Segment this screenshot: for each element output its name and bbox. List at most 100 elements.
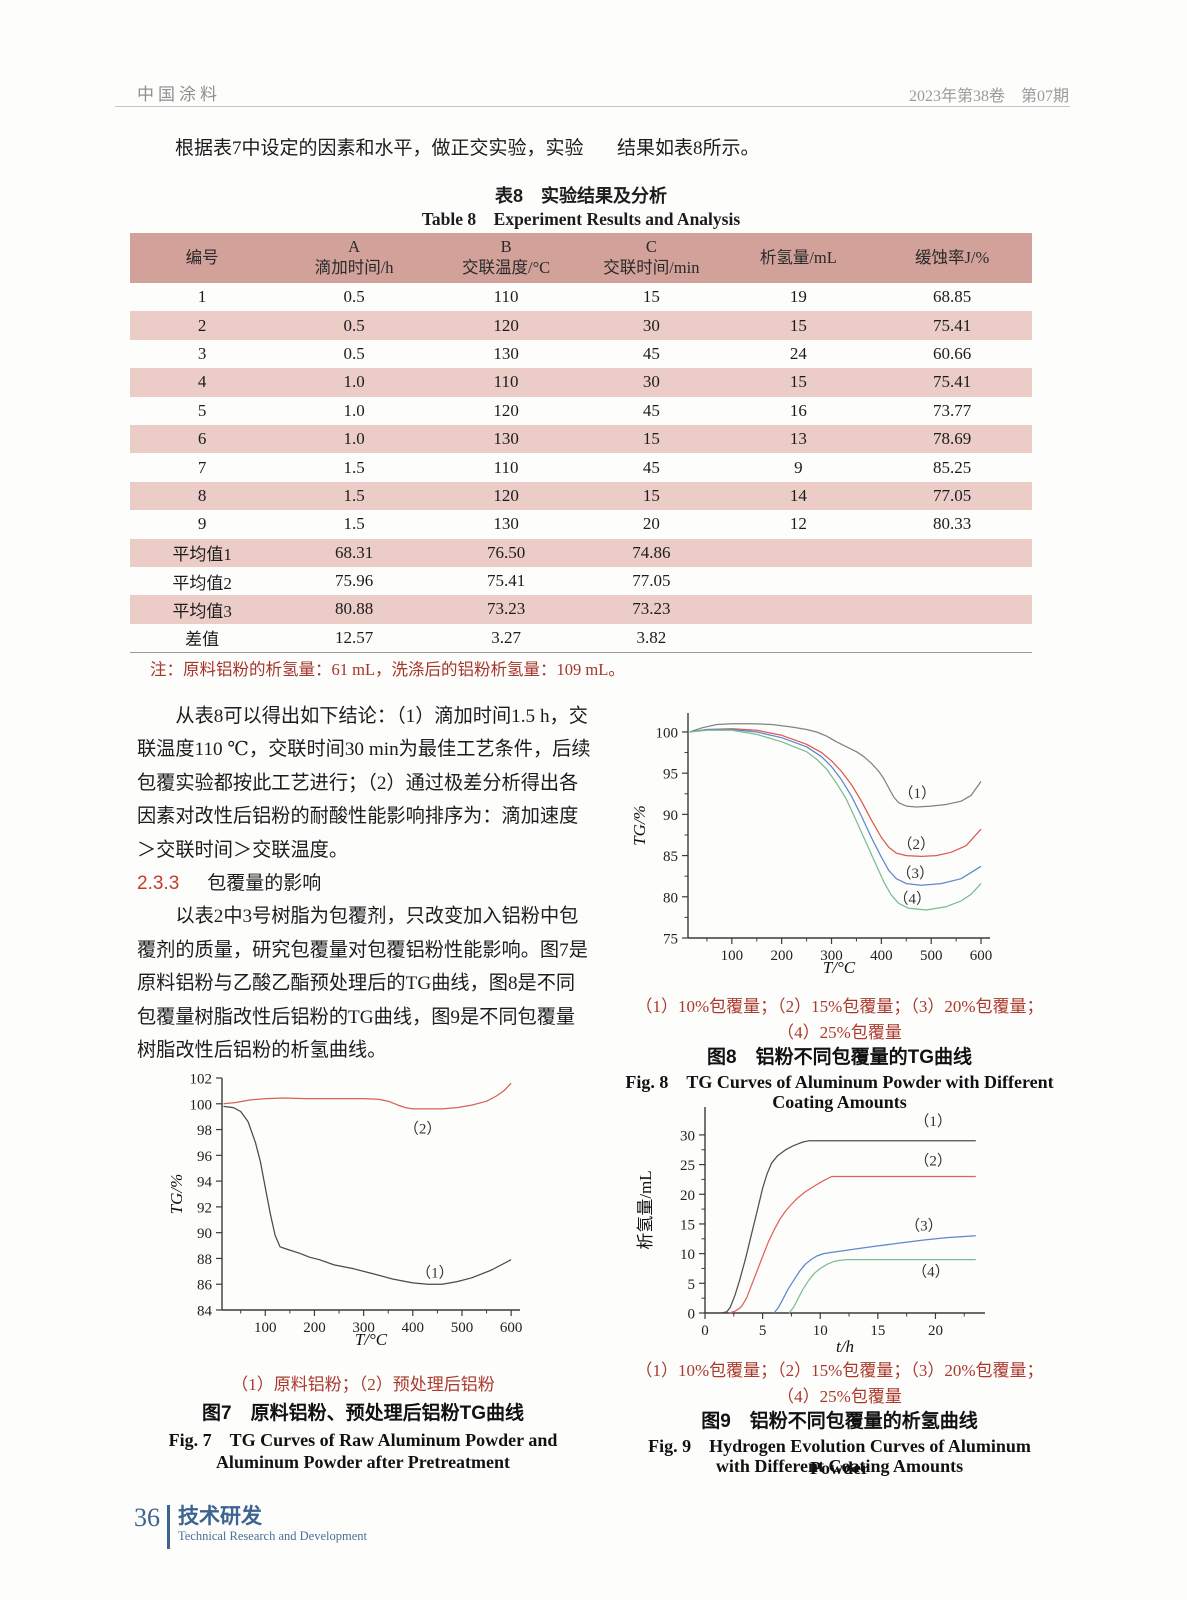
fig9-legend-line2: （4）25%包覆量: [777, 1387, 902, 1406]
series-label: （3）: [896, 865, 934, 882]
fig8-title-zh: 图8 铝粉不同包覆量的TG曲线: [707, 1047, 972, 1068]
fig9-title-en-line2: with Different Coating Amounts: [715, 1456, 964, 1476]
y-tick-label: 75: [663, 932, 678, 948]
table-cell: 77.05: [632, 571, 671, 591]
x-tick-label: 600: [970, 948, 993, 964]
fig9-title-en-line1: Fig. 9 Hydrogen Evolution Curves of Alum…: [648, 1436, 1031, 1478]
table-cell: 30: [642, 372, 660, 392]
column-header: 编号: [185, 247, 219, 267]
y-tick-label: 100: [656, 725, 679, 741]
table-cell: 平均值1: [172, 545, 232, 565]
table-cell: 3.27: [491, 627, 521, 647]
table-cell: 120: [493, 400, 519, 420]
fig8-title-en-line2: Coating Amounts: [772, 1092, 907, 1112]
table-cell: 12.57: [335, 627, 374, 647]
table-cell: 130: [493, 514, 519, 534]
experiment-results-table: 编号 A 滴加时间/h B 交联温度/°C C 交联时间/min 析氢量/mL 缓蚀率J/% 1 0…: [130, 233, 1032, 654]
table-cell: 1.5: [343, 457, 365, 477]
table-cell: 45: [642, 343, 660, 363]
table-cell: 75.41: [932, 372, 972, 392]
y-tick-label: 80: [663, 890, 678, 906]
table-cell: 85.25: [932, 457, 972, 477]
table-cell: 1.5: [343, 514, 365, 534]
table-cell: 15: [642, 485, 660, 505]
x-axis-label: T/°C: [823, 958, 856, 977]
fig9-title-zh: 图9 铝粉不同包覆量的析氢曲线: [701, 1411, 978, 1432]
header-rule: [115, 106, 1070, 107]
table-cell: 0.5: [343, 343, 365, 363]
section-number: 2.3.3: [137, 873, 180, 895]
series-label: （2）: [914, 1152, 952, 1169]
table-cell: 0.5: [343, 287, 365, 307]
table-cell: 14: [789, 485, 807, 505]
table-cell: 120: [493, 485, 519, 505]
y-tick-label: 98: [197, 1123, 212, 1139]
table-row: 平均值1 68.31 76.50 74.86: [130, 538, 1032, 567]
table-cell: 9: [794, 457, 803, 477]
fig8-tg-chart: 100 200 300 400 500 600 75 80 85 90 95 100 TG/% T/°C （…: [630, 713, 993, 977]
x-tick-label: 100: [721, 948, 744, 964]
table-cell: 3.82: [636, 627, 667, 647]
series-20%包覆量: [773, 1235, 976, 1314]
x-tick-label: 15: [870, 1323, 885, 1339]
table-cell: 15: [789, 372, 807, 392]
x-tick-label: 200: [770, 948, 793, 964]
series-20%包覆量: [689, 728, 982, 886]
table-cell: 24: [789, 343, 807, 363]
text-line: 包覆实验都按此工艺进行；（2）通过极差分析得出各: [137, 772, 579, 794]
table-cell: 平均值3: [172, 601, 232, 621]
table-row: 4 1.0 110 30 15 75.41: [130, 368, 1032, 397]
table-cell: 9: [197, 514, 207, 534]
table-cell: 60.66: [932, 343, 972, 363]
table-cell: 0.5: [343, 315, 365, 335]
table-row: 9 1.5 130 20 12 80.33: [130, 510, 1032, 538]
series-10%包覆量: [689, 723, 982, 808]
series-label: （2）: [404, 1120, 442, 1137]
table-cell: 5: [197, 400, 207, 420]
series-label: （1）: [914, 1113, 952, 1130]
y-tick-label: 95: [663, 767, 678, 783]
table-cell: 110: [493, 372, 519, 392]
table-cell: 平均值2: [172, 573, 232, 593]
text-line: 以表2中3号树脂为包覆剂，只改变加入铝粉中包: [175, 906, 579, 928]
table-row: 8 1.5 120 15 14 77.05: [130, 481, 1032, 511]
paragraph: 以表2中3号树脂为包覆剂，只改变加入铝粉中包 覆剂的质量，研究包覆量对包覆铝粉性能…: [137, 900, 595, 1067]
table-cell: 68.31: [335, 542, 374, 562]
x-tick-label: 20: [928, 1323, 943, 1339]
column-header: 缓蚀率J/%: [914, 247, 990, 267]
table-row: 2 0.5 120 30 15 75.41: [130, 311, 1032, 340]
y-tick-label: 10: [680, 1247, 695, 1263]
fig7-tg-chart: 100 200 300 400 500 600 84 86 88 90 92 94 96 98 100 102…: [167, 1072, 522, 1350]
table-cell: 73.77: [932, 400, 972, 420]
section-title: 包覆量的影响: [207, 873, 322, 895]
y-tick-label: 30: [680, 1128, 695, 1144]
table-cell: 110: [493, 457, 519, 477]
column-header: B 交联温度/°C: [462, 237, 551, 277]
x-tick-label: 500: [451, 1320, 474, 1336]
column-header: 析氢量/mL: [759, 247, 837, 267]
series-10%包覆量: [720, 1140, 976, 1314]
table-cell: 1.0: [343, 429, 365, 449]
table-cell: 6: [197, 429, 207, 449]
footer-section-zh: 技术研发: [178, 1505, 262, 1528]
table-cell: 15: [642, 287, 660, 307]
series-15%包覆量: [689, 728, 982, 858]
table-cell: 75.41: [486, 571, 526, 591]
x-tick-label: 400: [402, 1320, 425, 1336]
table-row: 7 1.5 110 45 9 85.25: [130, 453, 1032, 481]
table-cell: 3: [197, 343, 207, 363]
series-25%包覆量: [788, 1258, 976, 1314]
series-预处理后铝粉: [223, 1082, 512, 1110]
series-label: （2）: [897, 836, 935, 853]
series-label: （4）: [893, 890, 931, 907]
text-line: 因素对改性后铝粉的耐酸性能影响排序为：滴加速度: [137, 806, 579, 828]
table-cell: 77.05: [932, 485, 972, 505]
column-header: C 交联时间/min: [603, 237, 700, 277]
fig9-legend-line1: （1）10%包覆量；（2）15%包覆量；（3）20%包覆量；: [635, 1361, 1044, 1380]
y-tick-label: 92: [197, 1200, 212, 1216]
fig8-legend-line2: （4）25%包覆量: [777, 1023, 902, 1042]
table-cell: 110: [493, 287, 519, 307]
table-cell: 45: [642, 400, 660, 420]
footer-section-en: Technical Research and Development: [178, 1529, 367, 1543]
x-tick-label: 400: [870, 948, 893, 964]
